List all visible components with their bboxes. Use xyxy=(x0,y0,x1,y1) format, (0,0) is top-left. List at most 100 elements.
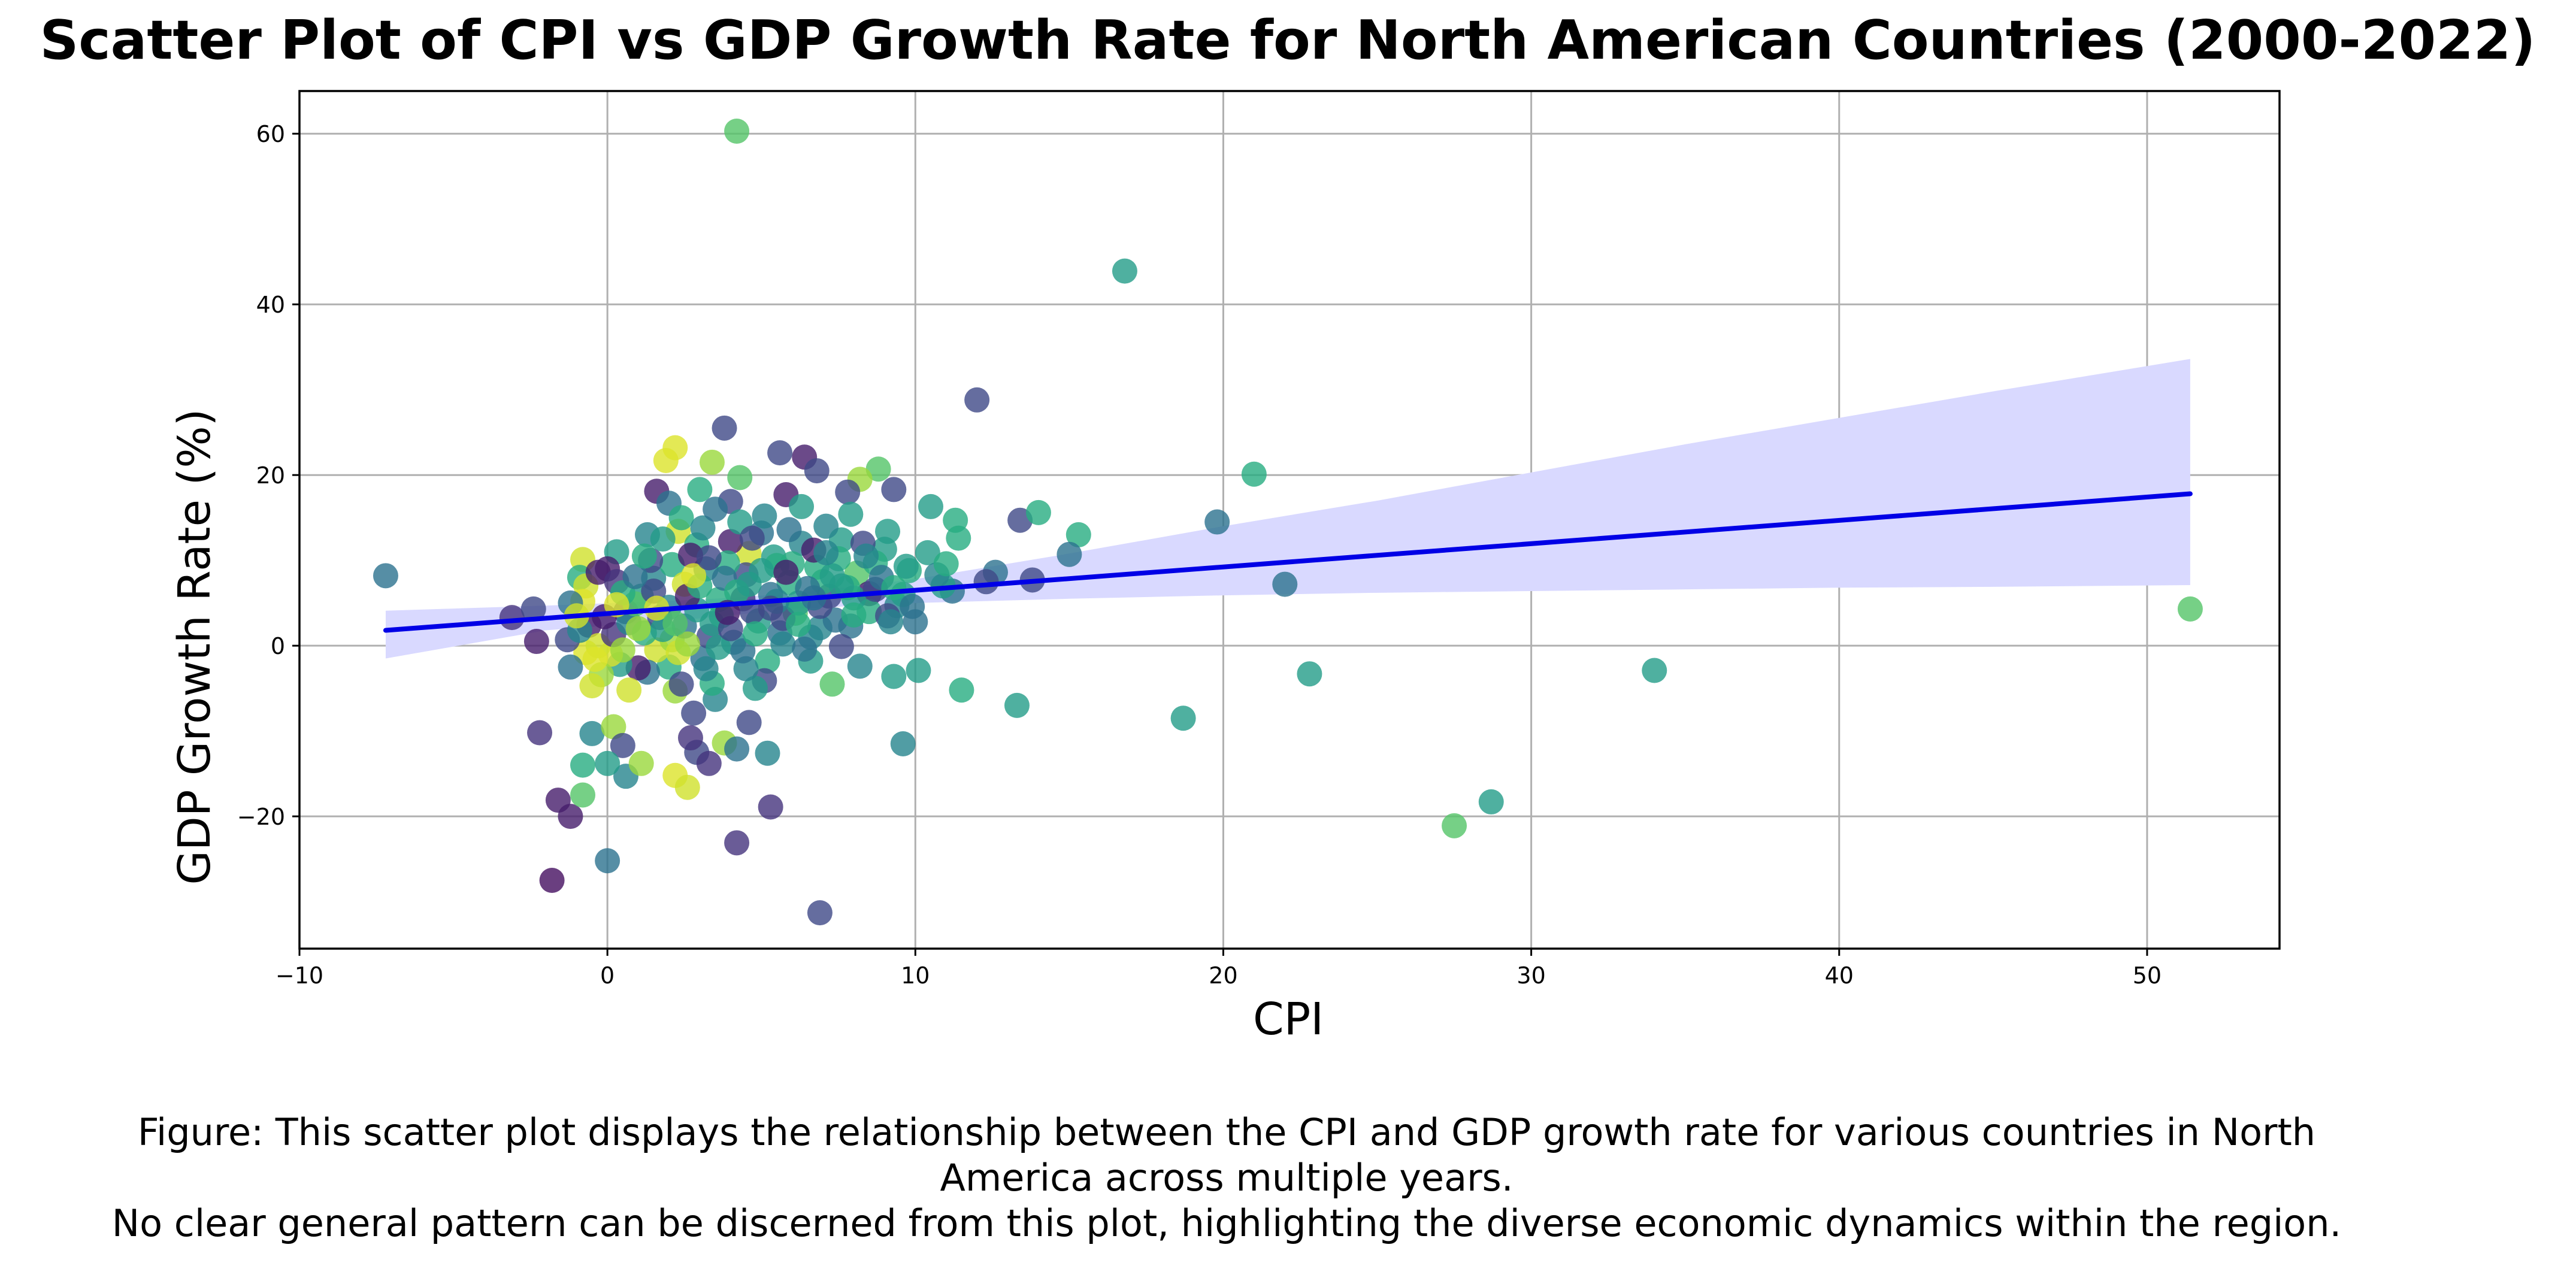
x-tick-label: 30 xyxy=(1516,962,1545,989)
scatter-point xyxy=(900,593,925,619)
scatter-point xyxy=(893,553,919,579)
scatter-point xyxy=(819,671,845,697)
scatter-point xyxy=(696,545,722,571)
scatter-point xyxy=(539,868,565,894)
scatter-point xyxy=(813,513,839,539)
scatter-point xyxy=(610,637,635,663)
scatter-point xyxy=(1025,499,1051,525)
plot-frame xyxy=(298,90,2281,950)
scatter-point xyxy=(933,551,959,577)
scatter-point xyxy=(681,563,707,589)
confidence-band-layer xyxy=(385,359,2190,659)
scatter-point xyxy=(2177,596,2203,622)
scatter-point xyxy=(622,564,648,589)
scatter-point xyxy=(918,493,944,519)
scatter-point xyxy=(878,609,904,635)
scatter-point xyxy=(752,503,777,529)
scatter-point xyxy=(785,611,811,637)
regression-line-layer xyxy=(383,491,2193,633)
scatter-point xyxy=(1297,661,1322,687)
scatter-point xyxy=(499,605,525,631)
scatter-point xyxy=(807,900,833,926)
y-tick-label: 20 xyxy=(256,462,285,489)
x-tick-label: 10 xyxy=(901,962,930,989)
scatter-point xyxy=(579,720,605,746)
scatter-point xyxy=(706,635,731,661)
y-axis-label: GDP Growth Rate (%) xyxy=(169,408,220,885)
confidence-band xyxy=(385,359,2190,659)
scatter-point xyxy=(915,540,940,565)
scatter-point xyxy=(724,736,750,762)
scatter-point xyxy=(724,830,750,856)
scatter-point xyxy=(1204,509,1230,535)
scatter-point xyxy=(828,573,854,599)
y-tick-label: 0 xyxy=(271,633,285,659)
scatter-point xyxy=(527,720,553,746)
x-tick-label: 0 xyxy=(600,962,615,989)
scatter-point xyxy=(828,634,854,659)
scatter-point xyxy=(838,501,864,527)
x-tick-label: 20 xyxy=(1209,962,1237,989)
caption-line-3: No clear general pattern can be discerne… xyxy=(112,1201,2341,1245)
scatter-point xyxy=(946,525,971,551)
y-axis-ticks: −20 0 20 40 60 xyxy=(237,121,299,830)
scatter-point xyxy=(724,118,750,144)
x-tick-label: −10 xyxy=(276,962,323,989)
scatter-point xyxy=(690,515,716,541)
scatter-point xyxy=(677,543,703,568)
scatter-point xyxy=(853,543,879,569)
scatter-point xyxy=(653,447,679,473)
scatter-point xyxy=(674,631,700,657)
scatter-point xyxy=(881,477,907,502)
scatter-point xyxy=(625,616,651,641)
scatter-point xyxy=(890,731,916,757)
scatter-point xyxy=(835,479,861,505)
x-tick-label: 50 xyxy=(2133,962,2162,989)
scatter-point xyxy=(582,646,608,672)
scatter-point xyxy=(1065,522,1091,547)
scatter-point xyxy=(628,750,654,776)
x-tick-label: 40 xyxy=(1825,962,1854,989)
scatter-point xyxy=(875,519,901,544)
x-axis-label: CPI xyxy=(1253,994,1324,1045)
scatter-point xyxy=(662,611,688,637)
scatter-point xyxy=(677,725,703,751)
scatter-point xyxy=(1442,813,1467,838)
scatter-point xyxy=(570,782,596,808)
scatter-point xyxy=(558,654,583,680)
scatter-point xyxy=(906,658,931,683)
scatter-point xyxy=(881,664,907,689)
scatter-point xyxy=(631,543,657,569)
scatter-point xyxy=(770,631,796,657)
scatter-point xyxy=(699,449,725,475)
scatter-point xyxy=(865,456,891,482)
scatter-point xyxy=(847,653,873,679)
scatter-point xyxy=(758,794,783,820)
chart-title: Scatter Plot of CPI vs GDP Growth Rate f… xyxy=(40,9,2535,72)
scatter-point xyxy=(881,575,907,601)
scatter-point xyxy=(1112,258,1137,284)
scatter-point xyxy=(1057,541,1082,567)
scatter-point xyxy=(520,596,546,622)
scatter-point xyxy=(523,629,549,655)
x-axis-ticks: −10 0 10 20 30 40 50 xyxy=(276,949,2162,989)
scatter-point xyxy=(841,602,867,628)
scatter-point xyxy=(1004,692,1030,718)
scatter-point xyxy=(949,677,974,703)
scatter-point xyxy=(1241,461,1267,487)
figure-caption: Figure: This scatter plot displays the r… xyxy=(112,1110,2341,1245)
scatter-point xyxy=(742,621,768,647)
caption-line-1: Figure: This scatter plot displays the r… xyxy=(138,1110,2315,1154)
scatter-point xyxy=(650,526,676,552)
scatter-point xyxy=(736,710,762,735)
scatter-point xyxy=(776,517,802,543)
scatter-point xyxy=(1642,658,1667,683)
scatter-point xyxy=(789,493,815,519)
scatter-point xyxy=(742,676,768,701)
scatter-point xyxy=(595,750,620,776)
scatter-point xyxy=(755,740,780,766)
scatter-point xyxy=(973,569,999,595)
scatter-point xyxy=(718,529,743,555)
scatter-point xyxy=(773,559,799,585)
